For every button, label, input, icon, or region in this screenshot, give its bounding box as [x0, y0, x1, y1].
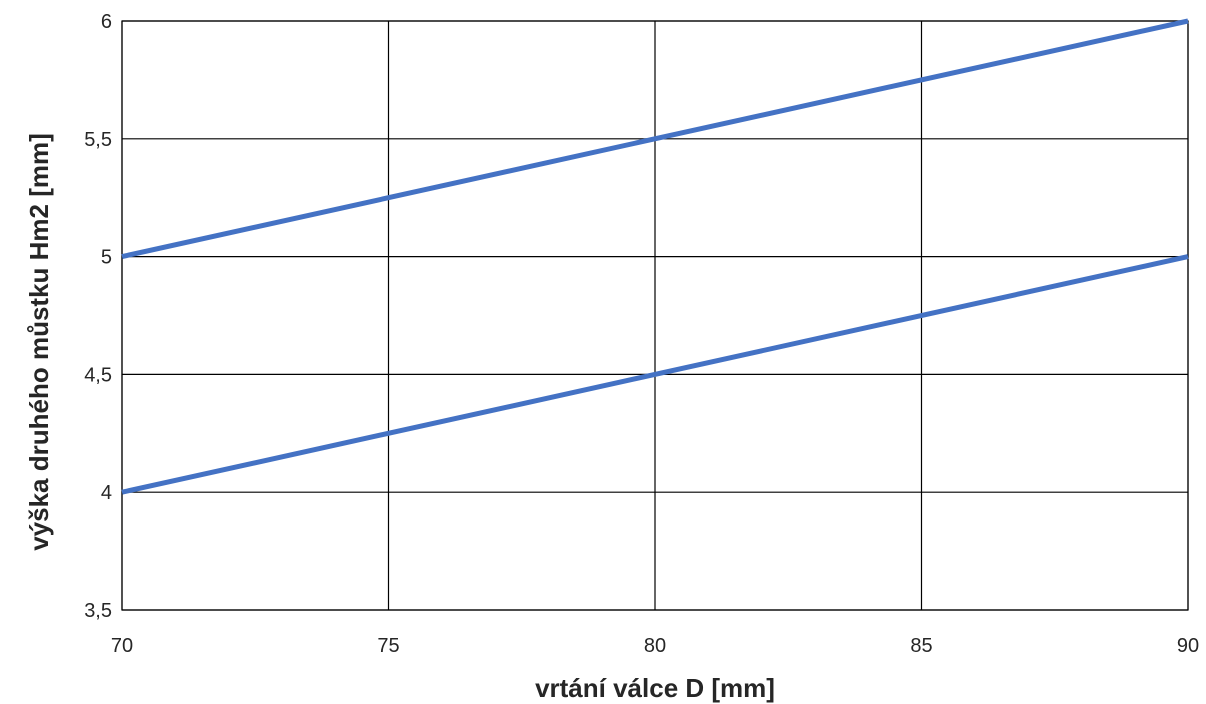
y-tick-label: 4,5 [84, 364, 112, 386]
y-tick-label: 4 [101, 482, 112, 504]
y-tick-label: 5 [101, 247, 112, 269]
x-tick-label: 80 [644, 635, 666, 657]
x-tick-label: 75 [377, 635, 399, 657]
x-axis-ticks: 70 75 80 85 90 [111, 635, 1199, 657]
series-line-2 [121, 254, 1189, 495]
series-line-1 [121, 18, 1189, 260]
x-tick-label: 85 [910, 635, 932, 657]
y-tick-label: 3,5 [84, 600, 112, 622]
y-axis-title: výška druhého můstku Hm2 [mm] [24, 133, 54, 551]
y-axis-ticks: 3,5 4 4,5 5 5,5 6 [84, 11, 112, 622]
x-axis-title: vrtání válce D [mm] [535, 673, 775, 703]
x-tick-label: 90 [1177, 635, 1199, 657]
y-tick-label: 5,5 [84, 129, 112, 151]
y-tick-label: 6 [101, 11, 112, 33]
series-lines [121, 18, 1189, 495]
grid [121, 20, 1189, 611]
x-tick-label: 70 [111, 635, 133, 657]
